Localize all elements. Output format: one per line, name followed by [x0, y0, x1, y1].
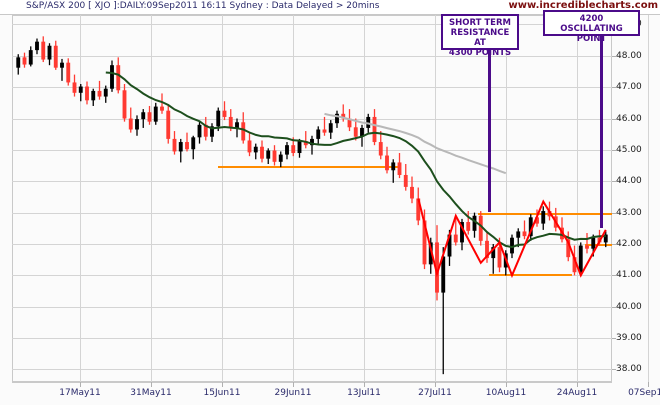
- gridline-horizontal: [12, 369, 612, 370]
- x-axis-tick-mark: [364, 382, 365, 387]
- y-axis-tick-label: 40.00: [616, 301, 642, 312]
- x-axis-tick-label: 10Aug11: [485, 388, 527, 398]
- y-axis-tick-label: 48.00: [616, 50, 642, 61]
- gridline-horizontal: [12, 275, 612, 276]
- gridline-horizontal: [12, 24, 612, 25]
- y-axis-tick-label: 44.00: [616, 176, 642, 187]
- x-axis-tick-label: 13Jul11: [347, 388, 381, 398]
- chart-header-bar: S&P/ASX 200 [ XJO ]:DAILY:09Sep2011 16:1…: [0, 0, 660, 15]
- annotation-label-short-term-resistance[interactable]: SHORT TERM RESISTANCE AT 4300 POINTS: [441, 14, 519, 58]
- annotation-text-line: 4300 POINTS: [448, 48, 512, 58]
- x-axis-line: [12, 382, 612, 383]
- y-axis-tick-label: 45.00: [616, 144, 642, 155]
- gridline-horizontal: [12, 56, 612, 57]
- support-resistance-line: [489, 274, 572, 276]
- site-watermark: www.incrediblecharts.com: [508, 0, 659, 11]
- y-axis-tick-mark: [612, 369, 616, 370]
- gridline-vertical: [222, 15, 223, 382]
- support-resistance-line: [218, 166, 400, 168]
- y-axis-tick-mark: [612, 244, 616, 245]
- y-axis-tick-mark: [612, 150, 616, 151]
- y-axis-tick-label: 46.00: [616, 113, 642, 124]
- y-axis-tick-mark: [612, 87, 616, 88]
- y-axis-tick-mark: [612, 119, 616, 120]
- y-axis-tick-mark: [612, 213, 616, 214]
- x-axis-tick-mark: [506, 382, 507, 387]
- gridline-vertical: [577, 15, 578, 382]
- y-axis-tick-mark: [612, 275, 616, 276]
- gridline-horizontal: [12, 150, 612, 151]
- x-axis-tick-label: 27Jul11: [418, 388, 452, 398]
- annotation-text-line: 4200 OSCILLATING: [560, 14, 623, 34]
- gridline-vertical: [293, 15, 294, 382]
- x-axis-tick-label: 29Jun11: [274, 388, 312, 398]
- x-axis-tick-mark: [648, 382, 649, 387]
- plot-border: [12, 15, 612, 382]
- gridline-vertical: [435, 15, 436, 382]
- x-axis-tick-mark: [80, 382, 81, 387]
- gridline-vertical: [364, 15, 365, 382]
- support-resistance-line: [585, 244, 612, 246]
- gridline-vertical: [151, 15, 152, 382]
- x-axis-tick-label: 17May11: [59, 388, 101, 398]
- y-axis-tick-label: 39.00: [616, 333, 642, 344]
- y-axis-tick-mark: [612, 181, 616, 182]
- gridline-horizontal: [12, 119, 612, 120]
- gridline-horizontal: [12, 87, 612, 88]
- gridline-horizontal: [12, 244, 612, 245]
- x-axis-tick-label: 15Jun11: [203, 388, 241, 398]
- y-axis-tick-label: 38.00: [616, 364, 642, 375]
- annotation-text-line: POINT: [576, 34, 607, 44]
- x-axis-tick-mark: [151, 382, 152, 387]
- annotation-label-oscillating-point[interactable]: 4200 OSCILLATING POINT: [543, 10, 640, 44]
- x-axis-tick-label: 07Sep11: [628, 388, 660, 398]
- y-axis-tick-label: 47.00: [616, 82, 642, 93]
- annotation-vertical-line: [600, 36, 603, 228]
- y-axis-tick-label: 43.00: [616, 207, 642, 218]
- gridline-vertical: [648, 15, 649, 382]
- gridline-vertical: [80, 15, 81, 382]
- chart-title: S&P/ASX 200 [ XJO ]:DAILY:09Sep2011 16:1…: [26, 1, 380, 11]
- x-axis-tick-mark: [435, 382, 436, 387]
- x-axis-tick-mark: [293, 382, 294, 387]
- y-axis-tick-mark: [612, 307, 616, 308]
- gridline-horizontal: [12, 307, 612, 308]
- y-axis-tick-mark: [612, 56, 616, 57]
- y-axis-tick-label: 41.00: [616, 270, 642, 281]
- gridline-vertical: [506, 15, 507, 382]
- y-axis-tick-mark: [612, 338, 616, 339]
- annotation-vertical-line: [488, 50, 491, 212]
- annotation-text-line: SHORT TERM: [449, 18, 511, 28]
- gridline-horizontal: [12, 181, 612, 182]
- support-resistance-line: [478, 213, 612, 215]
- annotation-text-line: RESISTANCE AT: [450, 28, 510, 48]
- x-axis-tick-label: 24Aug11: [556, 388, 598, 398]
- x-axis-tick-mark: [222, 382, 223, 387]
- gridline-horizontal: [12, 338, 612, 339]
- plot-area[interactable]: [12, 15, 649, 382]
- x-axis-tick-mark: [577, 382, 578, 387]
- x-axis-tick-label: 31May11: [130, 388, 172, 398]
- y-axis-tick-label: 42.00: [616, 238, 642, 249]
